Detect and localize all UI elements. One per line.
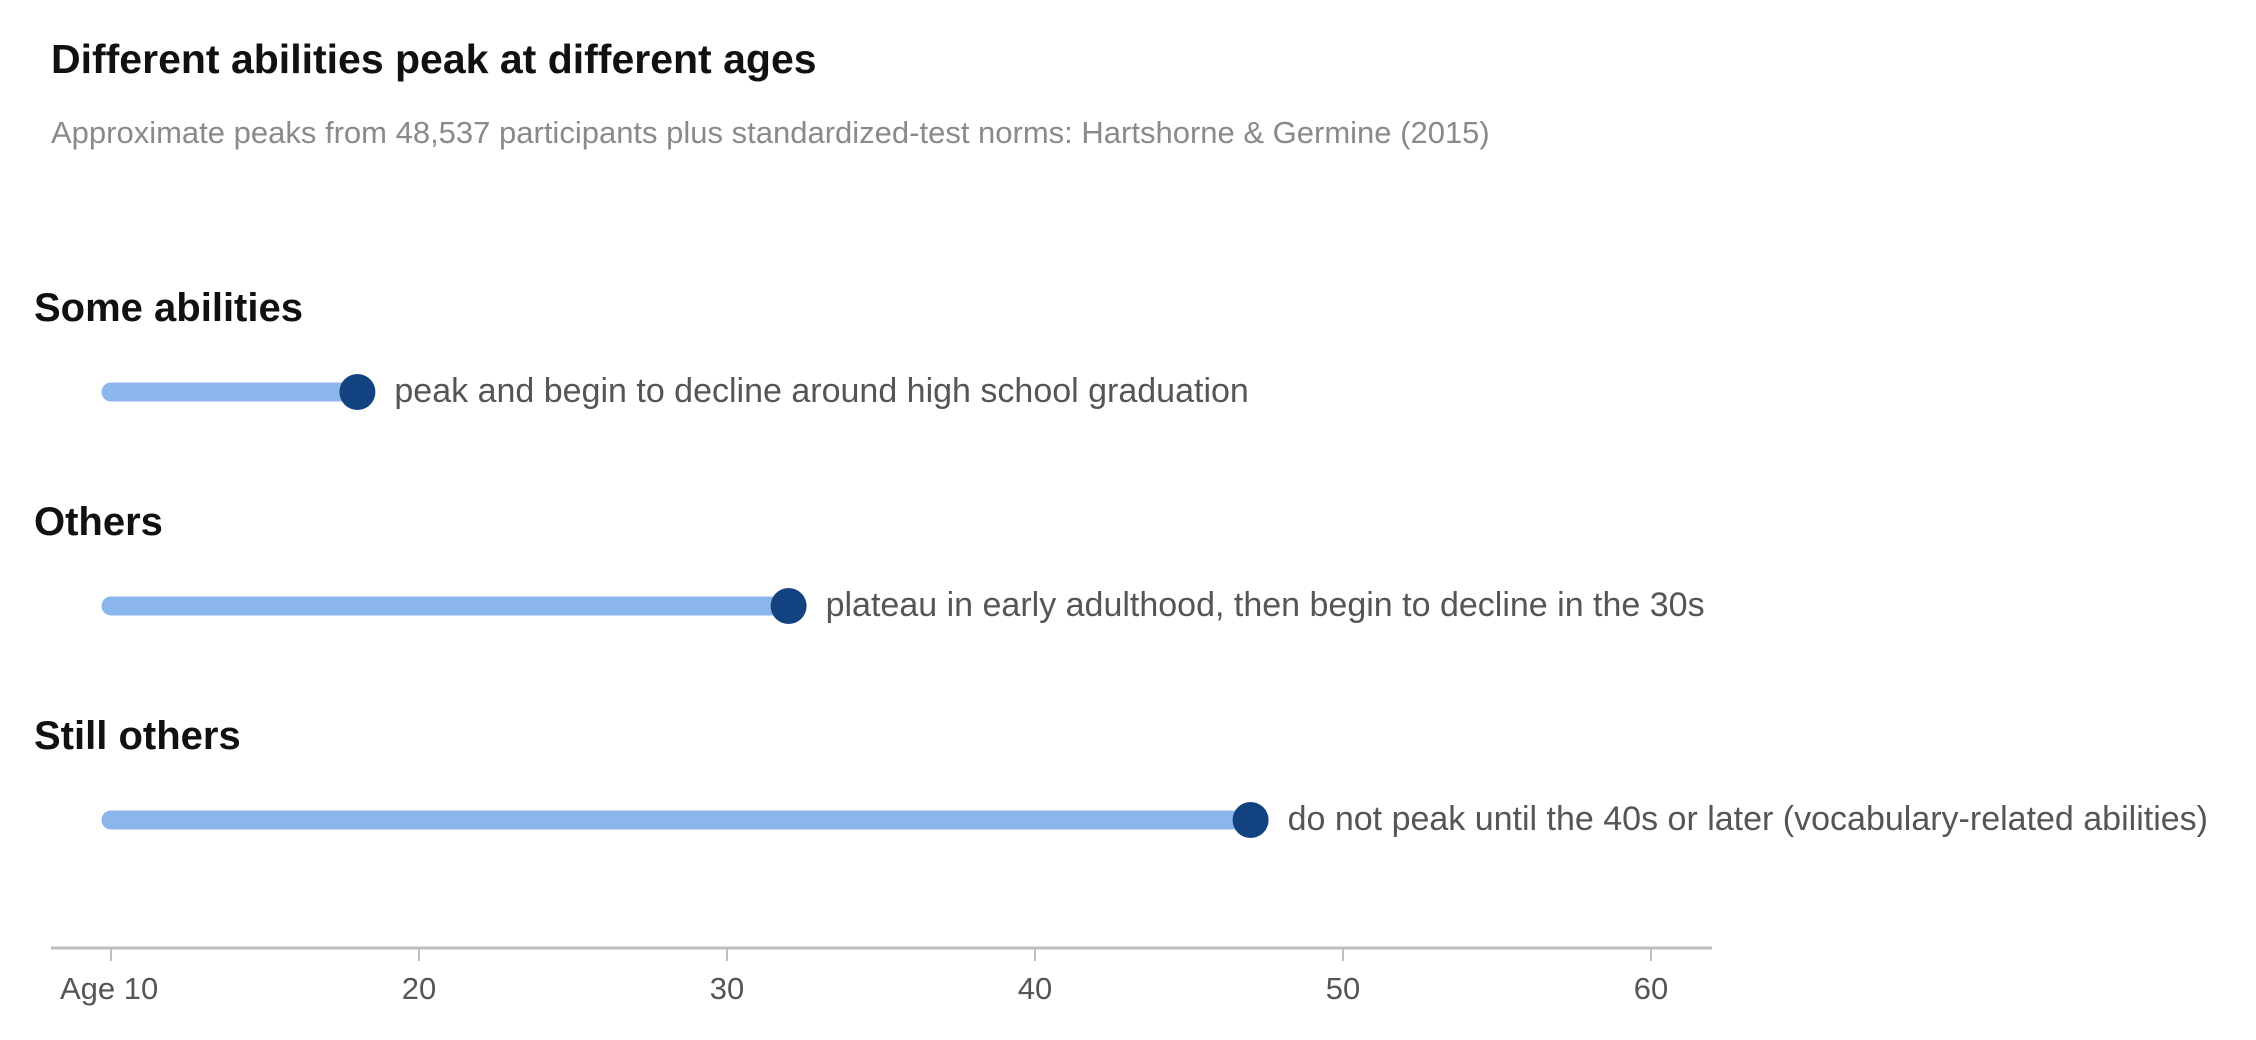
peak-dot — [770, 588, 807, 624]
peak-annotation: peak and begin to decline around high sc… — [394, 372, 1248, 410]
x-tick-label: 50 — [1326, 971, 1360, 1006]
chart-title: Different abilities peak at different ag… — [51, 36, 817, 82]
peak-dot — [339, 374, 376, 410]
peak-dot — [1232, 802, 1269, 838]
x-tick-label: 60 — [1634, 971, 1668, 1006]
x-tick-label: Age 10 — [60, 971, 158, 1006]
group-label: Some abilities — [34, 286, 303, 330]
peak-annotation: plateau in early adulthood, then begin t… — [826, 586, 1705, 624]
peak-annotation: do not peak until the 40s or later (voca… — [1288, 800, 2208, 838]
group-label: Others — [34, 500, 163, 544]
group-label: Still others — [34, 714, 241, 758]
x-tick-label: 20 — [402, 971, 436, 1006]
x-tick-label: 30 — [710, 971, 744, 1006]
chart-subtitle: Approximate peaks from 48,537 participan… — [51, 115, 1490, 150]
x-tick-label: 40 — [1018, 971, 1052, 1006]
